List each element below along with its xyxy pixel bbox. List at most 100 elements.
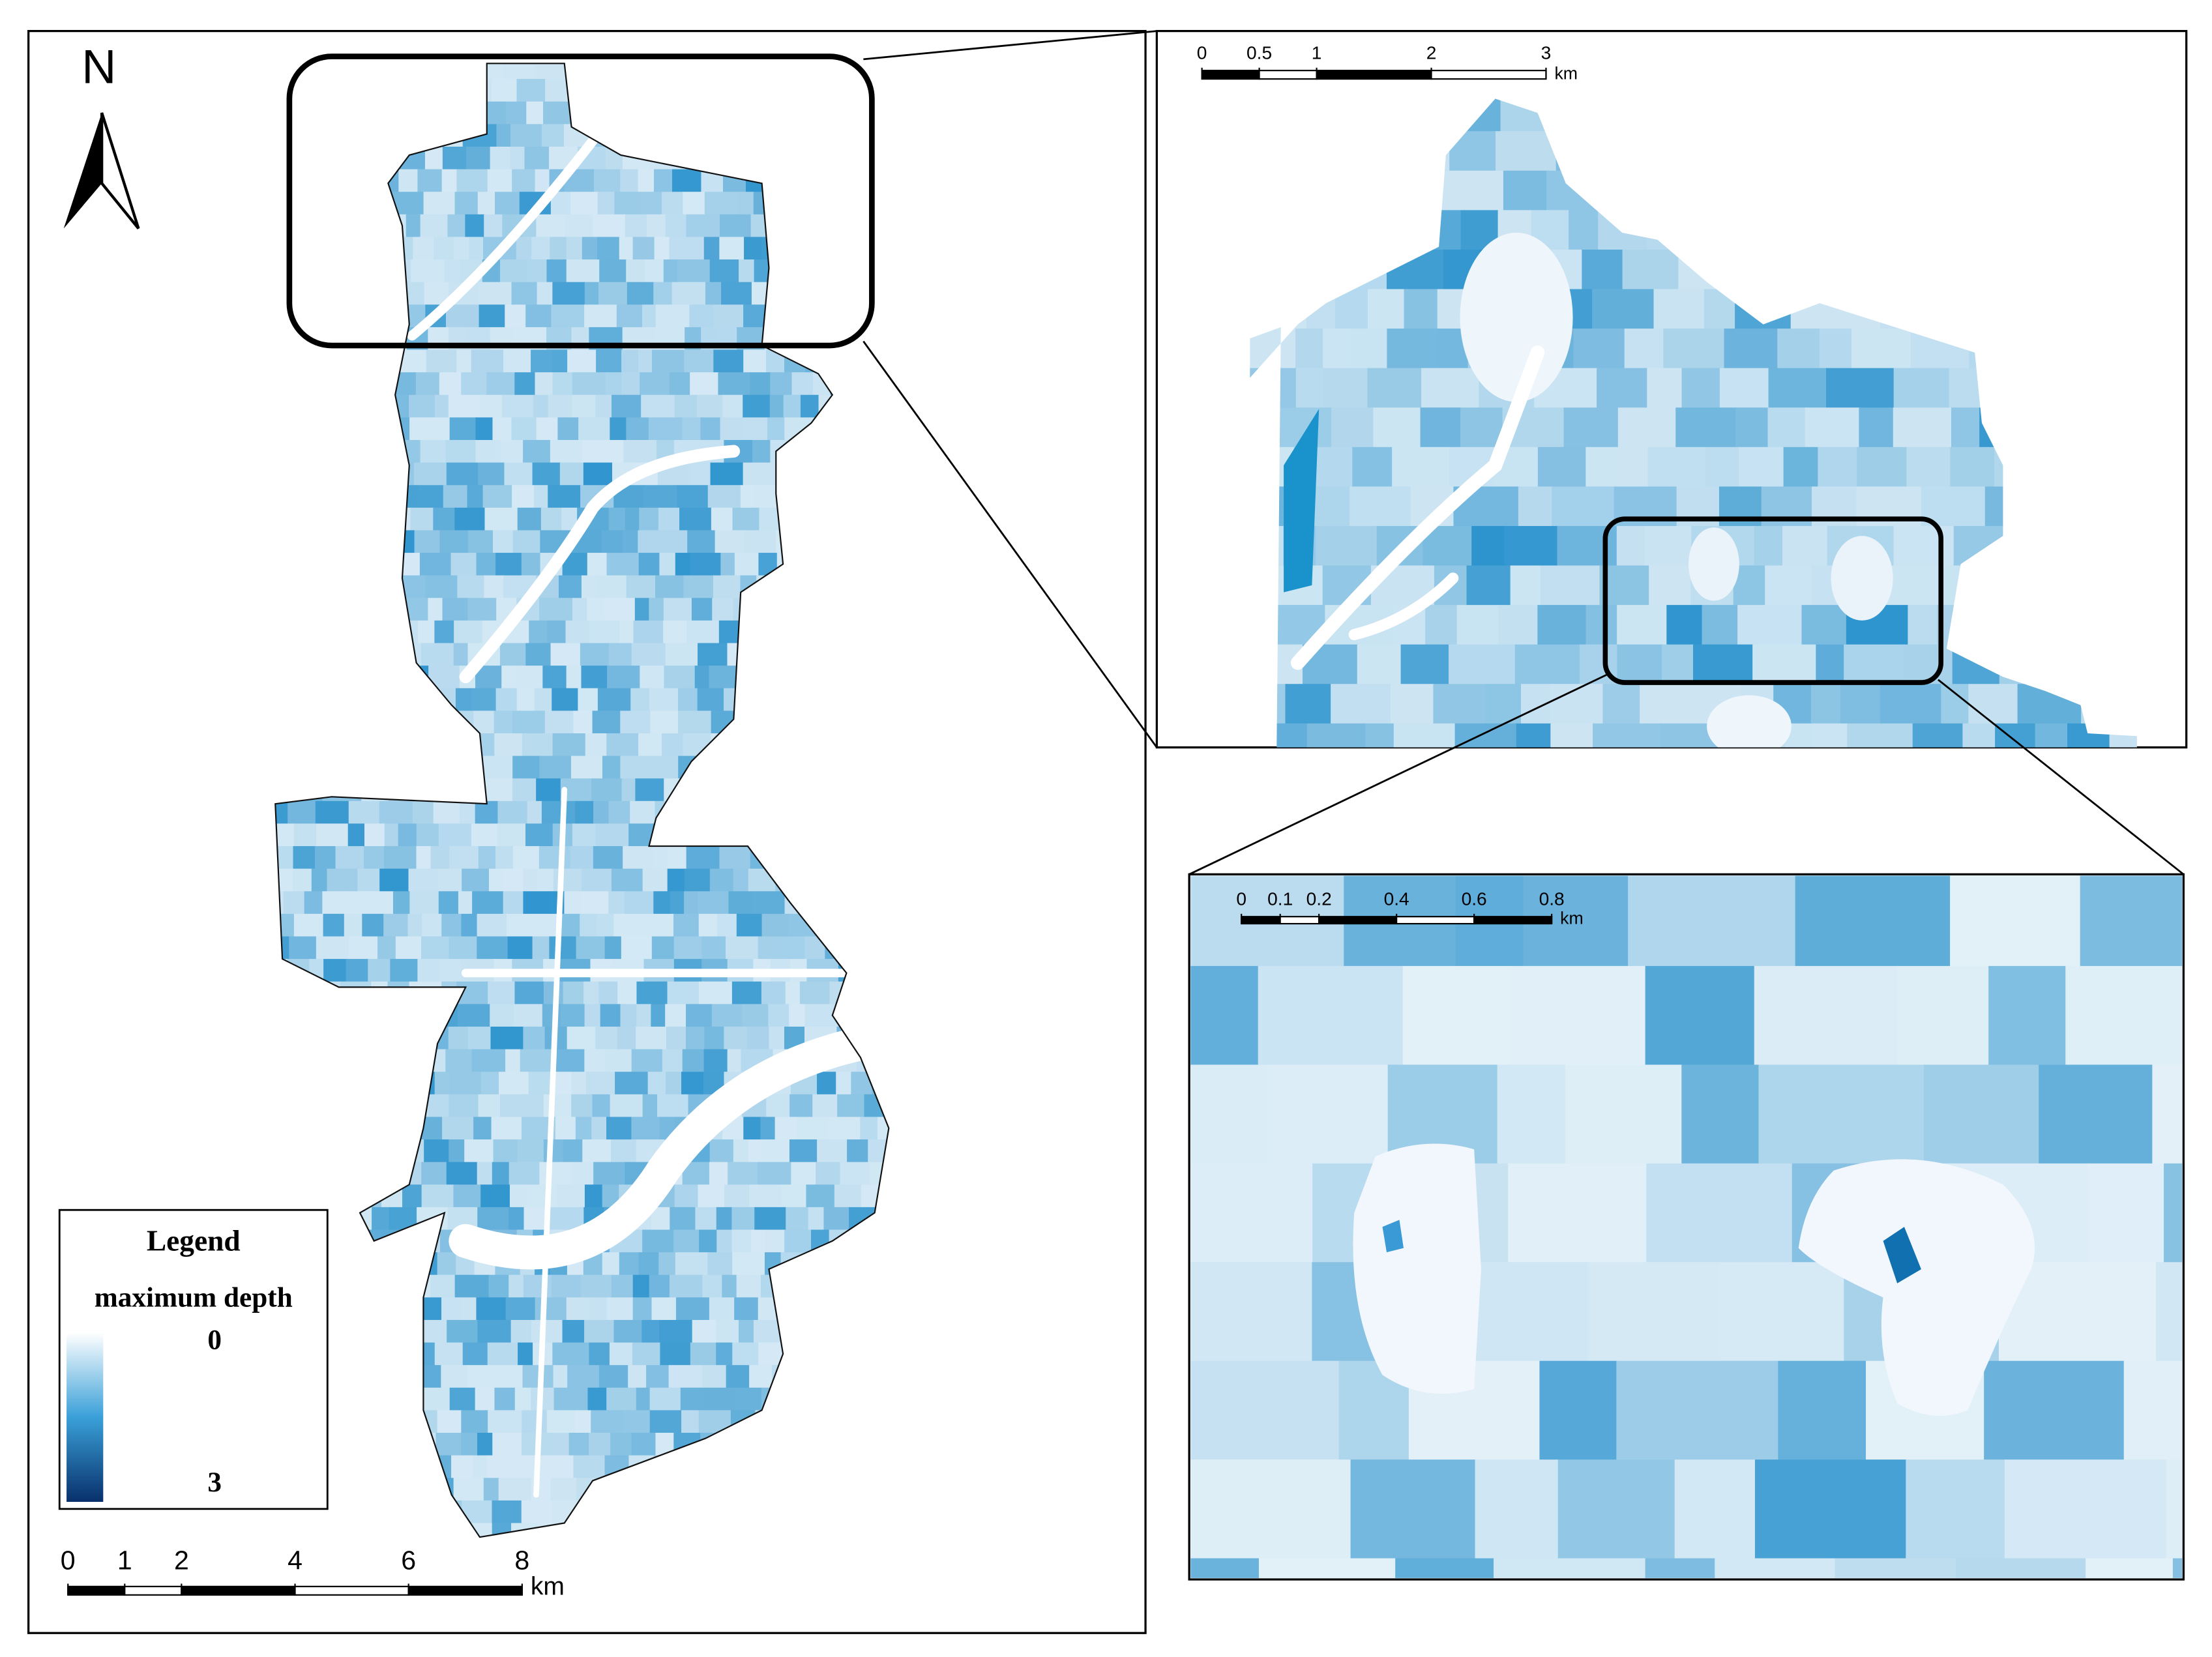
patch: [566, 237, 583, 261]
patch: [789, 1139, 818, 1163]
patch: [763, 800, 786, 825]
patch: [552, 372, 574, 396]
patch: [376, 643, 406, 667]
patch: [488, 1410, 504, 1434]
patch: [372, 485, 387, 509]
patch: [389, 620, 419, 644]
patch: [894, 1275, 919, 1298]
patch: [503, 349, 532, 374]
patch: [644, 259, 665, 283]
patch: [553, 1049, 585, 1073]
patch: [462, 1297, 477, 1321]
patch: [380, 1229, 414, 1254]
patch: [340, 981, 372, 1005]
patch: [391, 63, 413, 80]
patch: [283, 891, 305, 915]
patch: [574, 101, 608, 125]
patch: [443, 124, 464, 148]
patch: [678, 688, 698, 712]
patch: [366, 1252, 387, 1276]
patch: [293, 913, 324, 937]
patch: [1681, 368, 1721, 409]
patch: [1569, 210, 1599, 251]
patch: [851, 1072, 873, 1096]
patch: [745, 101, 778, 125]
patch: [836, 1252, 855, 1276]
patch: [679, 507, 713, 531]
zoom-box: [1602, 516, 1944, 685]
patch: [888, 1410, 889, 1434]
patch: [367, 462, 393, 486]
patch: [471, 688, 497, 712]
patch: [743, 462, 778, 486]
patch: [880, 1004, 889, 1028]
patch: [779, 666, 813, 690]
patch: [347, 575, 373, 599]
patch: [592, 1094, 611, 1118]
patch: [876, 688, 889, 712]
patch: [546, 1410, 576, 1434]
patch: [642, 1500, 673, 1524]
patch: [424, 1139, 450, 1163]
patch: [563, 1139, 583, 1163]
patch: [292, 666, 308, 690]
patch: [671, 169, 702, 193]
patch: [1778, 1360, 1867, 1461]
patch: [552, 733, 587, 757]
patch: [900, 1343, 918, 1366]
patch: [383, 846, 417, 870]
patch: [275, 101, 297, 125]
patch: [2076, 407, 2125, 448]
patch: [1250, 723, 1308, 748]
patch: [642, 868, 668, 892]
river: [459, 445, 741, 684]
patch: [716, 1229, 733, 1254]
patch: [865, 1319, 889, 1343]
patch: [428, 1004, 459, 1028]
patch: [770, 372, 793, 396]
patch: [872, 462, 889, 486]
patch: [698, 913, 718, 937]
patch: [656, 1094, 689, 1118]
patch: [743, 711, 761, 735]
patch: [449, 1139, 465, 1163]
patch: [317, 598, 334, 622]
patch: [686, 1004, 713, 1028]
patch: [1686, 210, 1752, 251]
patch: [323, 959, 347, 983]
patch: [516, 79, 546, 103]
patch: [535, 1297, 568, 1321]
patch: [1190, 1163, 1314, 1263]
patch: [892, 1162, 921, 1186]
patch: [374, 1342, 402, 1366]
patch: [804, 1252, 837, 1276]
patch: [2059, 131, 2113, 172]
zoom-box: [286, 53, 875, 349]
patch: [287, 598, 319, 622]
patch: [383, 1274, 415, 1298]
patch: [1647, 447, 1707, 488]
patch: [390, 372, 417, 396]
patch: [730, 1410, 756, 1434]
patch: [413, 237, 435, 261]
patch: [512, 846, 540, 870]
patch: [804, 936, 826, 960]
patch: [754, 259, 774, 283]
patch: [2050, 447, 2110, 488]
patch: [719, 101, 746, 125]
patch: [357, 101, 379, 125]
patch: [275, 485, 297, 509]
patch: [635, 778, 665, 802]
patch: [889, 372, 908, 396]
patch: [377, 936, 397, 960]
patch: [653, 823, 670, 847]
patch: [430, 417, 450, 441]
patch: [1617, 644, 1663, 685]
patch: [781, 237, 813, 261]
patch: [698, 981, 733, 1005]
patch: [785, 981, 801, 1005]
patch: [1441, 98, 1501, 132]
patch: [391, 192, 424, 216]
patch: [387, 530, 415, 554]
patch: [888, 1229, 889, 1254]
